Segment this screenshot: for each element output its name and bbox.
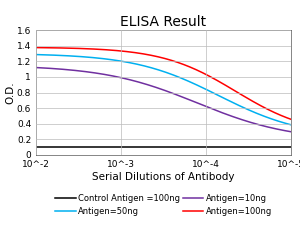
Control Antigen =100ng [172, 146, 176, 149]
X-axis label: Serial Dilutions of Antibody: Serial Dilutions of Antibody [92, 172, 235, 182]
Antigen=100ng [34, 46, 38, 49]
Antigen=100ng [283, 116, 287, 118]
Antigen=10ng [289, 130, 293, 133]
Antigen=10ng [172, 92, 176, 95]
Control Antigen =100ng [155, 146, 159, 149]
Control Antigen =100ng [157, 146, 160, 149]
Antigen=10ng [157, 87, 160, 90]
Antigen=50ng [155, 68, 159, 71]
Antigen=50ng [172, 74, 176, 77]
Antigen=10ng [243, 119, 247, 122]
Antigen=100ng [157, 56, 160, 58]
Antigen=100ng [172, 60, 176, 63]
Control Antigen =100ng [186, 146, 190, 149]
Control Antigen =100ng [289, 146, 293, 149]
Y-axis label: O.D.: O.D. [5, 81, 15, 104]
Antigen=50ng [243, 107, 247, 110]
Antigen=50ng [157, 68, 160, 71]
Antigen=10ng [186, 98, 190, 101]
Antigen=50ng [289, 123, 293, 126]
Title: ELISA Result: ELISA Result [120, 15, 207, 29]
Line: Antigen=10ng: Antigen=10ng [36, 68, 291, 132]
Antigen=100ng [289, 118, 293, 121]
Control Antigen =100ng [34, 146, 38, 149]
Antigen=100ng [186, 64, 190, 68]
Antigen=50ng [283, 122, 287, 124]
Antigen=100ng [243, 95, 247, 98]
Line: Antigen=100ng: Antigen=100ng [36, 48, 291, 119]
Legend: Control Antigen =100ng, Antigen=50ng, Antigen=10ng, Antigen=100ng: Control Antigen =100ng, Antigen=50ng, An… [55, 194, 272, 216]
Antigen=10ng [155, 86, 159, 89]
Line: Antigen=50ng: Antigen=50ng [36, 54, 291, 125]
Antigen=10ng [34, 66, 38, 69]
Control Antigen =100ng [243, 146, 247, 149]
Control Antigen =100ng [283, 146, 287, 149]
Antigen=100ng [155, 55, 159, 58]
Antigen=50ng [34, 53, 38, 56]
Antigen=50ng [186, 80, 190, 82]
Antigen=10ng [283, 129, 287, 132]
